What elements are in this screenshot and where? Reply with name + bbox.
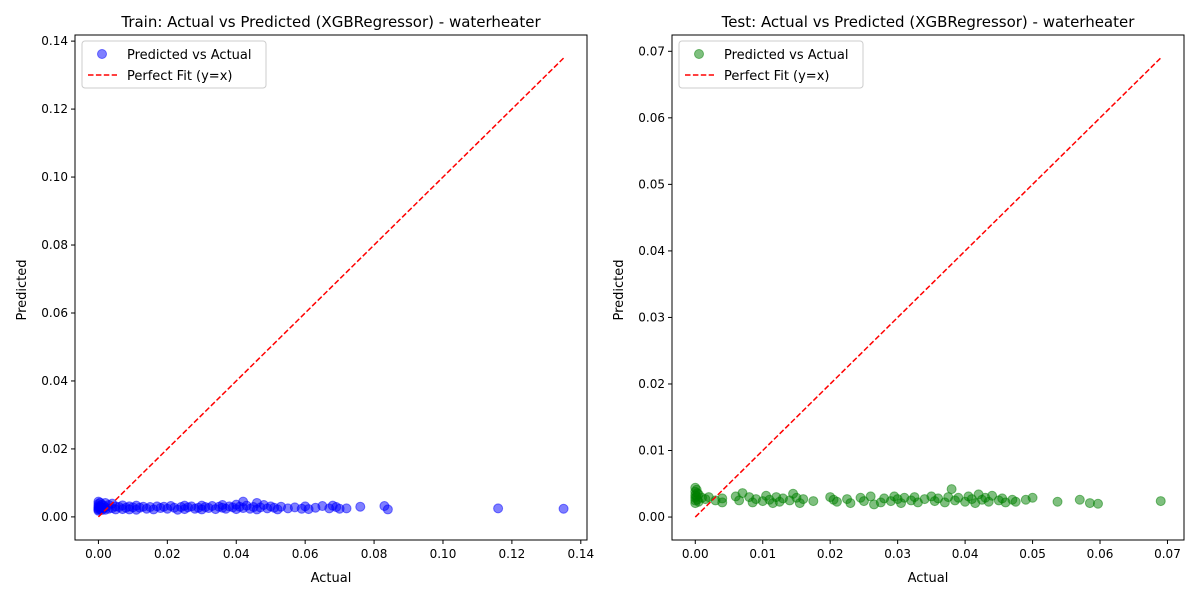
test-y-tick-label: 0.00 bbox=[638, 510, 665, 524]
train-legend-series-label: Predicted vs Actual bbox=[127, 48, 251, 63]
train-x-ticks: 0.00 0.02 0.04 0.06 0.08 0.10 0.12 0.14 bbox=[85, 540, 594, 561]
test-perfect-fit-line bbox=[694, 57, 1162, 518]
test-data-point bbox=[1074, 494, 1085, 505]
test-x-tick-label: 0.03 bbox=[884, 547, 911, 561]
train-data-point bbox=[341, 503, 352, 514]
train-x-tick-label: 0.00 bbox=[85, 547, 112, 561]
test-y-tick-label: 0.06 bbox=[638, 111, 665, 125]
train-y-tick-label: 0.14 bbox=[41, 34, 68, 48]
train-y-tick-label: 0.04 bbox=[41, 374, 68, 388]
test-y-tick-label: 0.01 bbox=[638, 444, 665, 458]
test-y-tick-label: 0.04 bbox=[638, 244, 665, 258]
test-data-point bbox=[798, 494, 809, 505]
test-scatter-points bbox=[690, 482, 1166, 510]
test-x-tick-label: 0.05 bbox=[1019, 547, 1046, 561]
test-y-tick-label: 0.05 bbox=[638, 177, 665, 191]
train-data-point bbox=[355, 501, 366, 512]
train-data-point bbox=[382, 504, 393, 515]
train-legend: Predicted vs Actual Perfect Fit (y=x) bbox=[81, 40, 267, 89]
train-scatter-points bbox=[93, 496, 569, 516]
test-data-point bbox=[831, 496, 842, 507]
train-perfect-fit-line bbox=[97, 57, 565, 518]
train-legend-line-label: Perfect Fit (y=x) bbox=[127, 69, 232, 84]
train-y-tick-label: 0.00 bbox=[41, 510, 68, 524]
test-y-tick-label: 0.02 bbox=[638, 377, 665, 391]
test-legend-series-label: Predicted vs Actual bbox=[724, 48, 848, 63]
train-x-tick-label: 0.02 bbox=[154, 547, 181, 561]
test-legend-line-label: Perfect Fit (y=x) bbox=[724, 69, 829, 84]
train-data-point bbox=[558, 503, 569, 514]
test-data-point bbox=[858, 496, 869, 507]
test-data-point bbox=[717, 497, 728, 508]
test-data-point bbox=[1092, 498, 1103, 509]
test-x-tick-label: 0.04 bbox=[952, 547, 979, 561]
test-data-point bbox=[845, 498, 856, 509]
train-chart-title: Train: Actual vs Predicted (XGBRegressor… bbox=[120, 13, 541, 31]
train-x-tick-label: 0.08 bbox=[361, 547, 388, 561]
test-y-tick-label: 0.07 bbox=[638, 44, 665, 58]
test-data-point bbox=[1027, 492, 1038, 503]
test-y-tick-label: 0.03 bbox=[638, 310, 665, 324]
test-chart-title: Test: Actual vs Predicted (XGBRegressor)… bbox=[721, 13, 1136, 31]
test-x-ticks: 0.00 0.01 0.02 0.03 0.04 0.05 0.06 0.07 bbox=[682, 540, 1181, 561]
train-y-ticks: 0.00 0.02 0.04 0.06 0.08 0.10 0.12 0.14 bbox=[41, 34, 75, 524]
test-y-ticks: 0.00 0.01 0.02 0.03 0.04 0.05 0.06 0.07 bbox=[638, 44, 672, 524]
train-x-axis-label: Actual bbox=[311, 571, 352, 586]
test-x-tick-label: 0.00 bbox=[682, 547, 709, 561]
train-x-tick-label: 0.10 bbox=[430, 547, 457, 561]
test-data-point bbox=[987, 490, 998, 501]
test-data-point bbox=[808, 496, 819, 507]
train-x-tick-label: 0.06 bbox=[292, 547, 319, 561]
test-axes-frame bbox=[671, 34, 1185, 541]
train-data-point bbox=[493, 503, 504, 514]
test-legend-box bbox=[678, 40, 864, 89]
train-y-axis-label: Predicted bbox=[15, 259, 30, 320]
train-y-tick-label: 0.06 bbox=[41, 306, 68, 320]
train-y-tick-label: 0.02 bbox=[41, 442, 68, 456]
test-legend-marker bbox=[694, 49, 704, 59]
train-y-tick-label: 0.12 bbox=[41, 102, 68, 116]
test-x-axis-label: Actual bbox=[908, 571, 949, 586]
test-x-tick-label: 0.07 bbox=[1154, 547, 1181, 561]
test-x-tick-label: 0.02 bbox=[817, 547, 844, 561]
train-x-tick-label: 0.12 bbox=[499, 547, 526, 561]
train-x-tick-label: 0.14 bbox=[567, 547, 594, 561]
train-legend-marker bbox=[97, 49, 107, 59]
test-data-point bbox=[946, 484, 957, 495]
test-y-axis-label: Predicted bbox=[612, 259, 627, 320]
train-x-tick-label: 0.04 bbox=[223, 547, 250, 561]
train-chart-panel: Train: Actual vs Predicted (XGBRegressor… bbox=[15, 13, 594, 586]
test-data-point bbox=[1052, 496, 1063, 507]
test-chart-panel: Test: Actual vs Predicted (XGBRegressor)… bbox=[612, 13, 1185, 586]
test-legend: Predicted vs Actual Perfect Fit (y=x) bbox=[678, 40, 864, 89]
test-data-point bbox=[1155, 496, 1166, 507]
test-x-tick-label: 0.06 bbox=[1087, 547, 1114, 561]
train-legend-box bbox=[81, 40, 267, 89]
train-y-tick-label: 0.08 bbox=[41, 238, 68, 252]
test-x-tick-label: 0.01 bbox=[749, 547, 776, 561]
test-data-point bbox=[1010, 496, 1021, 507]
train-axes-frame bbox=[74, 34, 588, 541]
train-y-tick-label: 0.10 bbox=[41, 170, 68, 184]
